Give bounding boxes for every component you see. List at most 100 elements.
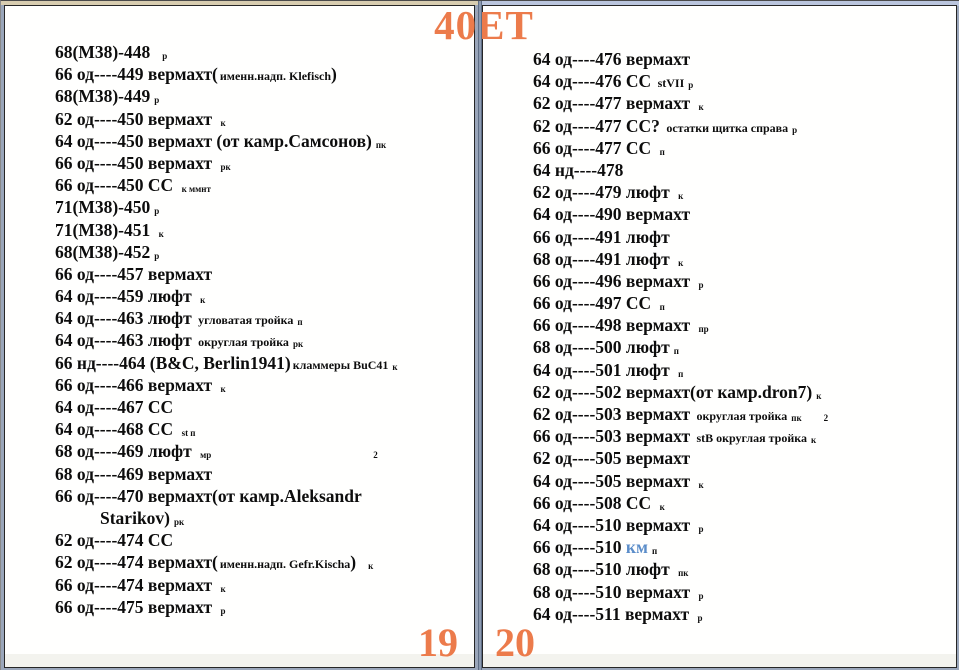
entry-subscript: п <box>659 302 665 313</box>
catalog-line: 66 од----474 вермахт к <box>55 574 398 596</box>
entry-text: 64 од----476 вермахт <box>533 49 691 69</box>
entry-text: 71(М38)-450 <box>55 197 151 218</box>
entry-subscript: 2 <box>373 450 378 461</box>
entry-annotation: округлая тройка <box>198 335 289 350</box>
entry-subscript: п <box>659 146 665 157</box>
entry-text: 66 од----508 СС <box>533 492 656 513</box>
entry-subscript: к ммнт <box>181 184 211 195</box>
catalog-line: 68 од----500 люфт п <box>533 336 828 358</box>
entry-subscript: р <box>220 605 226 616</box>
catalog-line: 62 од----474 СС <box>55 529 398 551</box>
entry-subscript: рк <box>220 161 231 172</box>
entry-subscript: мр <box>200 450 212 461</box>
entry-text: 62 од----474 вермахт( <box>55 552 218 573</box>
entry-text: 68 од----469 вермахт <box>55 463 213 484</box>
catalog-line: 66 од----450 СС к ммнт <box>55 174 398 196</box>
entry-subscript: к <box>698 479 704 490</box>
catalog-line: 66 од----491 люфт <box>533 226 828 248</box>
catalog-line: 64 од----511 вермахт р <box>533 603 828 625</box>
entry-subscript: р <box>154 250 160 261</box>
entry-text: 64 нд----478 <box>533 159 624 180</box>
catalog-line: 68 од----469 вермахт <box>55 463 398 485</box>
page-number-19: 19 <box>418 620 458 665</box>
catalog-line: 66 од----466 вермахт к <box>55 374 398 396</box>
catalog-line: 64 од----476 СС stVII р <box>533 70 828 92</box>
entry-text: 66 од----498 вермахт <box>533 315 695 336</box>
scan-edge-left-page <box>1 1 478 5</box>
catalog-line: 68 од----510 вермахт р <box>533 581 828 603</box>
entry-text: 68 од----500 люфт <box>533 337 670 358</box>
entry-text: 68(М38)-449 <box>55 86 151 107</box>
catalog-line: 64 од----476 вермахт <box>533 48 828 70</box>
catalog-line: 68 од----510 люфт пк <box>533 558 828 580</box>
entry-text: 64 од----459 люфт <box>55 286 197 307</box>
page-20-text-column: 64 од----476 вермахт 64 од----476 СС stVI… <box>533 48 828 625</box>
entry-text: 68(М38)-452 <box>55 241 151 262</box>
catalog-line: 66 од----457 вермахт <box>55 263 398 285</box>
catalog-line: 62 од----477 вермахт к <box>533 92 828 114</box>
entry-text: 62 од----450 вермахт <box>55 108 217 129</box>
entry-text: 68 од----491 люфт <box>533 248 675 269</box>
entry-subscript: п <box>673 346 679 357</box>
catalog-line: 64 од----490 вермахт <box>533 203 828 225</box>
entry-text: 64 од----450 вермахт (от камр.Самсонов) <box>55 130 372 151</box>
entry-subscript: р <box>698 279 704 290</box>
entry-subscript: пк <box>678 568 689 579</box>
entry-subscript: п <box>678 368 684 379</box>
entry-annotation: угловатая тройка <box>198 313 294 328</box>
page-gutter <box>478 1 482 670</box>
entry-text: 68(М38)-448 <box>55 42 151 62</box>
catalog-line: 66 од----475 вермахт р <box>55 596 398 618</box>
entry-annotation: остатки щитка справа <box>666 120 789 135</box>
entry-annotation: именн.надп. Gefr.Kischa <box>219 557 351 572</box>
entry-text: 71(М38)-451 <box>55 219 155 240</box>
entry-text: 66 од----449 вермахт( <box>55 64 218 85</box>
catalog-line: 64 од----463 люфт угловатая тройка п <box>55 307 398 329</box>
entry-subscript: к <box>200 295 206 306</box>
entry-text: 66 од----450 СС <box>55 175 178 196</box>
catalog-line: 64 од----468 СС st п <box>55 418 398 440</box>
catalog-line: 62 од----450 вермахт к <box>55 108 398 130</box>
catalog-line: 66 од----496 вермахт р <box>533 270 828 292</box>
entry-subscript: р <box>154 206 160 217</box>
entry-text: 68 од----510 люфт <box>533 559 675 580</box>
catalog-line: 64 од----510 вермахт р <box>533 514 828 536</box>
page-19 <box>4 5 475 668</box>
entry-text: 64 од----505 вермахт <box>533 470 695 491</box>
catalog-line: 68(М38)-452 р <box>55 241 398 263</box>
catalog-line: 64 нд----478 <box>533 159 828 181</box>
entry-text: 66 од----477 СС <box>533 137 656 158</box>
entry-subscript: к <box>678 257 684 268</box>
entry-subscript: р <box>697 612 703 623</box>
entry-text: 62 од----505 вермахт <box>533 448 691 469</box>
entry-subscript: пк <box>791 413 802 423</box>
entry-subscript: р <box>792 124 798 135</box>
entry-subscript: р <box>698 523 704 534</box>
entry-subscript: пк <box>375 139 387 150</box>
catalog-line: 64 од----501 люфт п <box>533 359 828 381</box>
entry-text: 66 од----491 люфт <box>533 226 670 247</box>
entry-annotation: кламмеры BuC41 <box>292 357 389 372</box>
catalog-line: 68(М38)-449 р <box>55 85 398 107</box>
entry-text: 64 од----463 люфт <box>55 308 197 329</box>
entry-text: 62 од----477 СС? <box>533 115 665 136</box>
entry-subscript: р <box>162 51 168 61</box>
entry-subscript: 2 <box>823 413 829 423</box>
catalog-line: 66 од----503 вермахт stB округлая тройка… <box>533 425 828 447</box>
entry-subscript: рк <box>174 516 185 527</box>
catalog-line: 66 од----498 вермахт пр <box>533 314 828 336</box>
entry-text: 64 од----467 СС <box>55 397 174 417</box>
entry-subscript: п <box>297 317 303 328</box>
entry-highlight-blue: км <box>625 537 648 558</box>
entry-annotation: stVII <box>657 76 685 91</box>
entry-text: ) <box>331 64 337 85</box>
entry-subscript: пр <box>698 324 709 335</box>
entry-text: 64 од----476 СС <box>533 71 656 92</box>
entry-text: 66 од----470 вермахт(от камр.Aleksandr <box>55 485 362 506</box>
entry-text: 66 од----475 вермахт <box>55 596 217 617</box>
page-19-bottom-edge <box>5 654 474 667</box>
entry-subscript: к <box>810 435 817 446</box>
entry-text: 64 од----468 СС <box>55 419 178 440</box>
catalog-line: 66 од----497 СС п <box>533 292 828 314</box>
